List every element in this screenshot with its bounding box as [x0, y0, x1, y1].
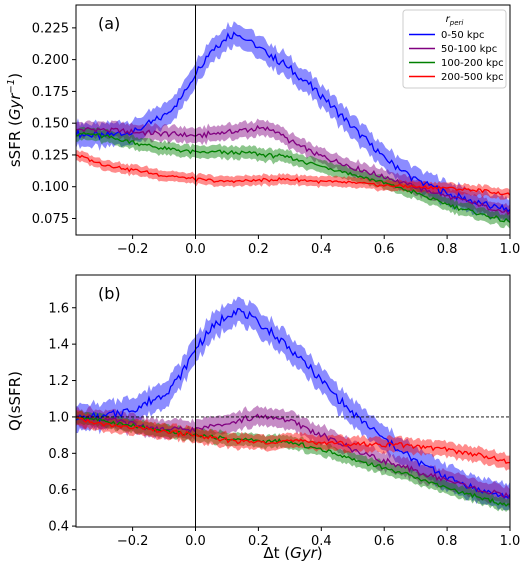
y-axis-label: sSFR (Gyr−1) [6, 73, 24, 167]
y-tick-label: 1.6 [48, 301, 69, 316]
y-tick-label: 0.6 [48, 483, 69, 498]
band-100-200-kpc [76, 126, 510, 229]
x-tick-label: 0.6 [374, 242, 395, 257]
y-tick-label: 0.200 [32, 53, 69, 68]
y-tick-label: 1.2 [48, 374, 69, 389]
y-tick-label: 0.125 [32, 148, 69, 163]
x-tick-label: 0.8 [437, 534, 458, 549]
x-tick-label: 0.2 [248, 242, 269, 257]
y-tick-label: 0.4 [48, 520, 69, 535]
x-tick-label: 0.8 [437, 242, 458, 257]
panel-a: −0.2 0.0 0.2 0.4 0.6 0.8 1.0 0.075 0.100 0.125 0.1… [6, 4, 520, 257]
x-tick-label: 1.0 [500, 534, 520, 549]
y-tick-label: 0.8 [48, 447, 69, 462]
x-axis-label-main: Δt ( [263, 544, 290, 562]
x-axis-label-close: ) [317, 544, 323, 562]
axes-frame [75, 274, 511, 528]
y-tick-label: 0.075 [32, 212, 69, 227]
series-line-0-50-kpc [76, 308, 510, 500]
x-tick-label: 0.0 [185, 242, 206, 257]
y-tick-label: 0.100 [32, 180, 69, 195]
panel-b: −0.2 0.0 0.2 0.4 0.6 0.8 1.0 0.4 0.6 0.8 1.0 1.2 1.4… [6, 274, 520, 562]
x-tick-label: 0.2 [248, 534, 269, 549]
legend-box [402, 9, 507, 89]
panel-label: (b) [98, 284, 121, 303]
y-axis-label-unit: Gyr [6, 93, 24, 121]
y-tick-label: 0.150 [32, 117, 69, 132]
x-tick-label: −0.2 [117, 534, 149, 549]
y-axis-label-exponent: −1 [6, 79, 17, 94]
x-tick-label: 0.6 [374, 534, 395, 549]
plot-area [76, 21, 510, 229]
y-axis-label-close: ) [6, 73, 24, 79]
band-50-100-kpc [76, 118, 510, 223]
y-tick-label: 1.4 [48, 338, 69, 353]
band-0-50-kpc [76, 21, 510, 223]
x-tick-label: 0.4 [311, 534, 332, 549]
legend-entry-label: 200-500 kpc [441, 72, 504, 83]
x-tick-label: 0.4 [311, 242, 332, 257]
series-line-200-500-kpc [76, 154, 510, 196]
plot-area [76, 296, 510, 512]
band-200-500-kpc [76, 409, 510, 471]
x-tick-label: −0.2 [117, 242, 149, 257]
legend-entry-label: 50-100 kpc [441, 44, 497, 55]
axes-frame [75, 4, 511, 236]
x-tick-label: 0.0 [185, 534, 206, 549]
y-tick-label: 1.0 [48, 410, 69, 425]
legend-title-sub: peri [449, 19, 464, 27]
y-tick-label: 0.225 [32, 21, 69, 36]
y-tick-label: 0.175 [32, 85, 69, 100]
legend-title-main: r [446, 14, 451, 25]
series-line-200-500-kpc [76, 416, 510, 464]
legend-title: rperi [446, 14, 464, 27]
x-tick-label: 1.0 [500, 242, 520, 257]
panel-label: (a) [98, 14, 120, 33]
band-0-50-kpc [76, 296, 510, 511]
series-line-50-100-kpc [76, 124, 510, 216]
legend-entry-label: 0-50 kpc [441, 30, 485, 41]
legend-entry-label: 100-200 kpc [441, 58, 504, 69]
y-axis-label: Q(sSFR) [6, 371, 24, 431]
x-axis-label-unit: Gyr [290, 544, 318, 562]
y-axis-label-main: sSFR ( [6, 120, 24, 167]
legend: rperi 0-50 kpc 50-100 kpc 100-200 kpc 200-50… [402, 9, 507, 89]
x-axis-label: Δt (Gyr) [263, 544, 322, 562]
band-50-100-kpc [76, 405, 510, 507]
series-line-100-200-kpc [76, 131, 510, 223]
